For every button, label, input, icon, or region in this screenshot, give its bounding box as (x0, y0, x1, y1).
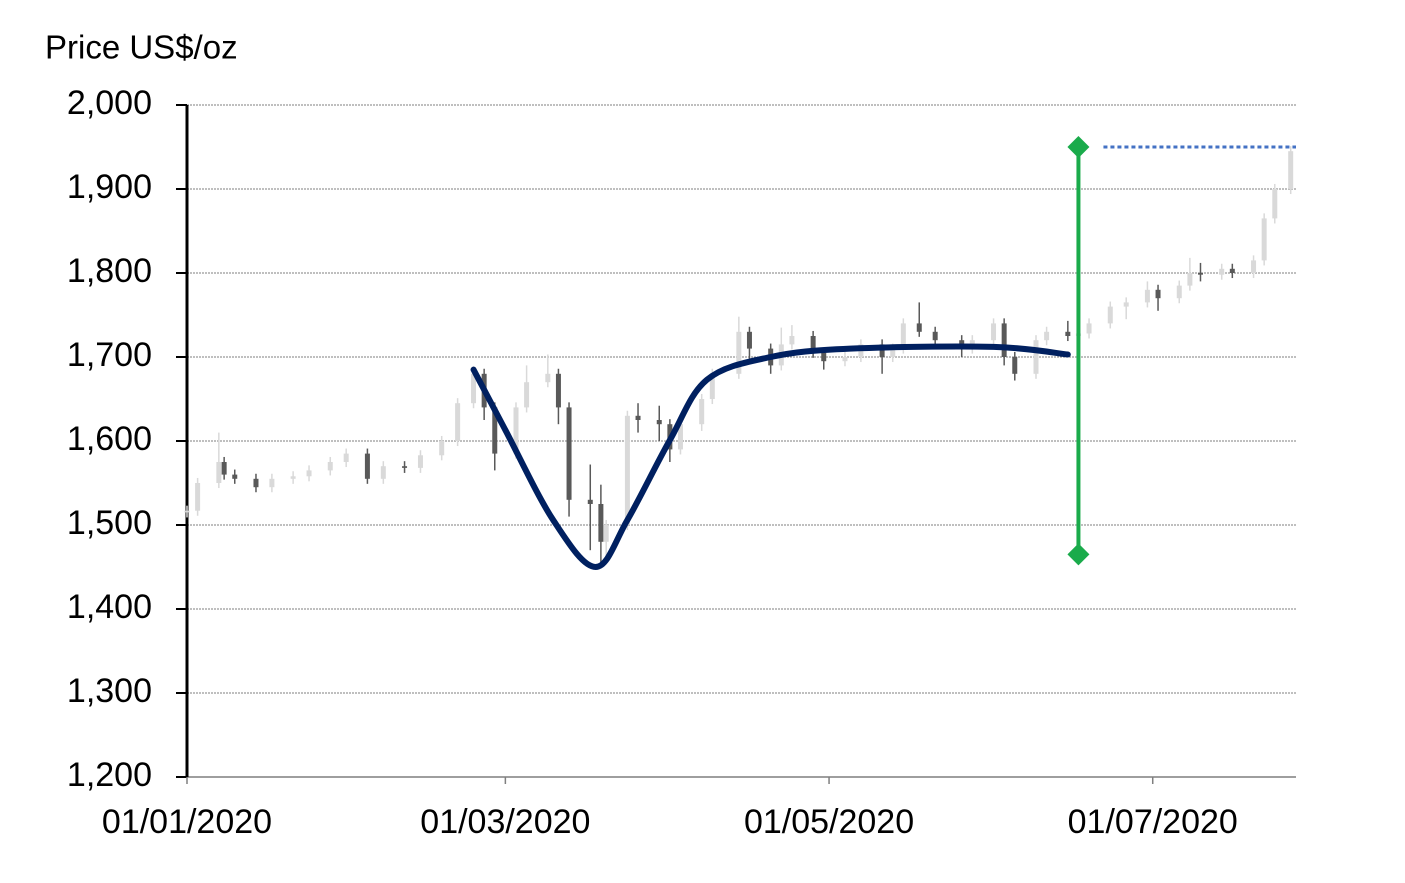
candle-body (290, 476, 296, 479)
candle-body (879, 344, 885, 357)
candle-body (566, 407, 572, 500)
candle-body (587, 499, 593, 504)
candle-body (471, 373, 477, 404)
candle-body (1197, 273, 1203, 275)
candle-body (598, 504, 604, 542)
candle-body (624, 415, 630, 525)
x-tick-label: 01/01/2020 (102, 803, 272, 841)
candle-body (439, 441, 445, 456)
candle-body (195, 483, 201, 511)
candle-body (1176, 285, 1182, 299)
candle-body (1123, 302, 1129, 307)
candle-body (890, 348, 896, 357)
candle-body (492, 407, 498, 454)
candle-body (656, 420, 662, 425)
x-tick-label: 01/03/2020 (420, 803, 590, 841)
candle-body (184, 510, 190, 513)
candle-body (1261, 218, 1267, 261)
candle-body (232, 474, 238, 479)
candle-body (603, 525, 609, 542)
candle-body (746, 331, 752, 349)
candle-body (1065, 331, 1071, 336)
candle-body (1272, 189, 1278, 219)
candle-body (709, 373, 715, 399)
candle-body (513, 407, 519, 454)
candle-body (821, 352, 827, 362)
y-tick-label: 1,300 (67, 672, 152, 710)
candle-body (343, 453, 349, 462)
candle-body (327, 462, 333, 471)
candle-body (253, 478, 259, 488)
candle-body (555, 373, 561, 408)
x-tick-label: 01/05/2020 (744, 803, 914, 841)
range-marker (1067, 543, 1090, 566)
candle-body (1001, 323, 1007, 357)
candle-body (1144, 289, 1150, 303)
candle-body (1187, 273, 1193, 286)
candle-body (1044, 331, 1050, 341)
candle-body (1219, 268, 1225, 275)
candle-body (699, 399, 705, 425)
candle-body (991, 323, 997, 341)
candle-body (545, 373, 551, 383)
y-tick-label: 1,500 (67, 504, 152, 542)
candle-body (810, 336, 816, 353)
candle-body (916, 323, 922, 332)
candle-body (221, 462, 227, 475)
candle-body (900, 323, 906, 349)
candle-body (1288, 151, 1294, 189)
candle-body (1155, 289, 1161, 299)
candle-body (1012, 357, 1018, 374)
y-tick-label: 1,200 (67, 756, 152, 794)
candle-body (455, 403, 461, 441)
y-tick-label: 2,000 (67, 84, 152, 122)
candle-body (736, 331, 742, 374)
candle-body (1251, 260, 1257, 273)
candle-body (524, 382, 530, 408)
candle-body (1086, 323, 1092, 334)
y-tick-label: 1,400 (67, 588, 152, 626)
range-marker (1067, 136, 1090, 158)
candle-body (1107, 306, 1113, 324)
candle-body (1033, 340, 1039, 374)
candle-body (402, 466, 408, 468)
y-tick-label: 1,700 (67, 336, 152, 374)
y-axis-label: Price US$/oz (45, 29, 238, 66)
y-tick-label: 1,900 (67, 168, 152, 206)
candle-body (269, 478, 275, 488)
candle-body (677, 424, 683, 450)
candle-body (364, 453, 370, 479)
candle-body (842, 357, 848, 362)
candle-body (216, 462, 222, 483)
y-tick-label: 1,600 (67, 420, 152, 458)
candle-body (1229, 268, 1235, 273)
candle-body (306, 470, 312, 477)
candle-body (417, 455, 423, 468)
candle-body (380, 466, 386, 479)
x-tick-label: 01/07/2020 (1068, 803, 1238, 841)
candle-body (932, 331, 938, 341)
candle-body (789, 336, 795, 345)
candle-body (635, 415, 641, 420)
y-tick-label: 1,800 (67, 252, 152, 290)
trend-curve (470, 343, 1071, 571)
